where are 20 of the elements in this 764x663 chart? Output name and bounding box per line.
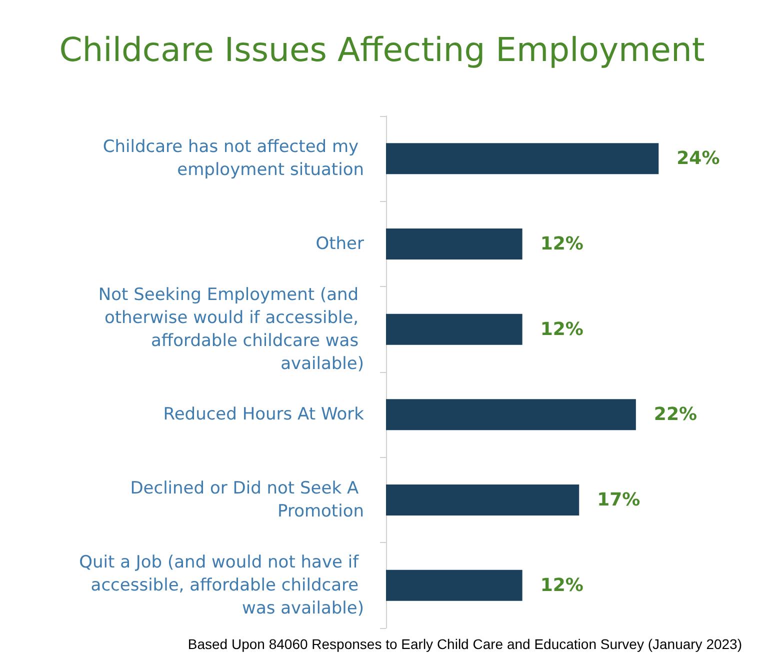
y-tick-label: Declined or Did not Seek A Promotion — [130, 478, 364, 522]
bar — [386, 399, 636, 430]
text: Based Upon 84060 Responses to Early Child Care and Education Survey (January 2023) — [188, 636, 742, 652]
bar — [386, 314, 522, 345]
y-tick-label: Reduced Hours At Work — [163, 404, 364, 425]
data-label: 17% — [597, 490, 640, 510]
y-tick-label: Not Seeking Employment (and otherwise would if accessible, affordable childcare was available) — [98, 284, 364, 374]
data-label: 12% — [540, 574, 584, 596]
bar — [386, 570, 522, 601]
y-tick-label: Other — [316, 234, 364, 254]
bar — [386, 143, 659, 174]
y-tick-label: Childcare has not affected my employment situation — [102, 137, 364, 180]
bar — [386, 228, 522, 260]
data-label: 24% — [676, 148, 720, 170]
data-label: 22% — [654, 404, 698, 426]
data-label: 12% — [540, 234, 584, 254]
y-tick-label: Quit a Job (and would not have if accessible, affordable childcare was available) — [79, 552, 364, 618]
chart-title: Childcare Issues Affecting Employment — [59, 30, 705, 69]
data-label: 12% — [540, 318, 584, 340]
bar — [386, 484, 580, 516]
